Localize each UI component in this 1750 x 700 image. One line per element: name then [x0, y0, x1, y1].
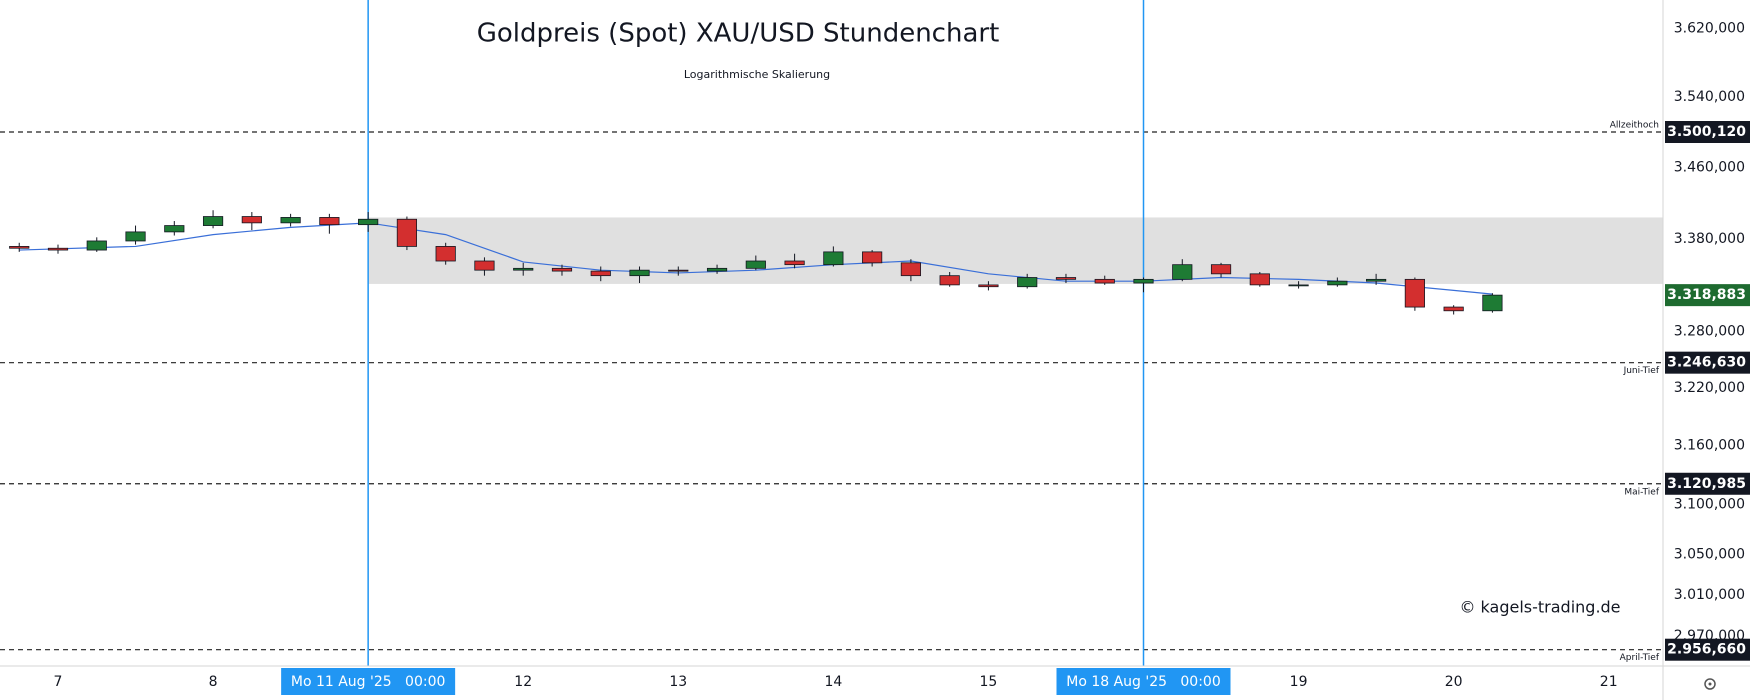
candle-body	[125, 231, 146, 242]
candle-body	[319, 217, 340, 226]
candle-body	[668, 269, 689, 272]
chart-title: Goldpreis (Spot) XAU/USD Stundenchart	[477, 19, 1000, 49]
candle-body	[202, 216, 224, 226]
y-tick-label: 3.380,000	[1674, 231, 1745, 247]
level-label-box	[1665, 638, 1750, 661]
candle-body	[396, 218, 418, 247]
candle-body	[745, 260, 766, 269]
level-label-box	[1665, 472, 1750, 495]
candle-body	[706, 267, 728, 272]
y-tick-label: 3.220,000	[1674, 380, 1745, 396]
x-tick-label: 21	[1600, 674, 1618, 690]
candle-body	[1133, 278, 1154, 284]
candle-body	[862, 251, 883, 264]
x-tick-label: 19	[1290, 674, 1308, 690]
candle-body	[1017, 277, 1038, 288]
axes: 3.620,0003.540,0003.460,0003.380,0003.32…	[54, 21, 1750, 695]
y-tick-label: 3.160,000	[1674, 438, 1745, 454]
level-name: Allzeithoch	[1610, 121, 1659, 131]
candle-body	[86, 240, 107, 251]
y-tick-label: 3.010,000	[1674, 587, 1745, 603]
candle-body	[1443, 306, 1464, 312]
x-tick-label: 13	[669, 674, 687, 690]
range-band	[368, 217, 1663, 284]
candle-body	[9, 246, 30, 249]
x-tick-label: Mo 11 Aug '25 00:00	[291, 674, 446, 690]
x-tick-label: 15	[980, 674, 998, 690]
candle-body	[1210, 264, 1232, 275]
candle-body	[1249, 273, 1270, 286]
candle-body	[1288, 284, 1309, 287]
candle-body	[784, 260, 805, 266]
x-tick-highlight	[281, 668, 456, 695]
last-price-label: 3.318,883	[1667, 287, 1746, 303]
candle-body	[1055, 277, 1077, 280]
candle-body	[978, 284, 999, 288]
candle-body	[590, 270, 611, 277]
y-tick-label: 3.280,000	[1674, 323, 1745, 339]
y-tick-label: 3.100,000	[1674, 496, 1745, 512]
chart-subtitle: Logarithmische Skalierung	[684, 68, 830, 81]
x-tick-label: 20	[1445, 674, 1463, 690]
last-price-box	[1665, 284, 1750, 307]
watermark: © kagels-trading.de	[1459, 598, 1620, 617]
x-tick-highlight	[1056, 668, 1231, 695]
candle-body	[513, 267, 534, 271]
y-tick-label: 3.460,000	[1674, 159, 1745, 175]
candle-body	[358, 218, 379, 226]
candle-body	[474, 260, 495, 271]
candle-body	[823, 251, 844, 266]
candle-body	[435, 246, 456, 262]
candle-body	[939, 275, 960, 286]
plot-area: Allzeithoch Juni-Tief Mai-Tief April-Tief	[0, 0, 1663, 666]
candle-body	[241, 216, 262, 224]
x-tick-label: 14	[824, 674, 842, 690]
level-label: 2.956,660	[1667, 642, 1746, 658]
settings-icon-dot	[1708, 682, 1712, 686]
y-tick-label: 3.540,000	[1674, 89, 1745, 105]
candle-body	[551, 267, 573, 272]
level-label-box	[1665, 121, 1750, 144]
candle-body	[1172, 264, 1193, 280]
x-tick-label: 12	[514, 674, 532, 690]
candle-body	[47, 247, 69, 251]
candle-body	[900, 262, 921, 277]
candle-body	[164, 225, 185, 233]
settings-icon[interactable]	[1704, 678, 1716, 690]
level-name: Mai-Tief	[1624, 487, 1659, 497]
level-name: April-Tief	[1620, 653, 1660, 663]
y-tick-label: 3.620,000	[1674, 21, 1745, 37]
candle-body	[1482, 294, 1503, 312]
level-name: Juni-Tief	[1623, 366, 1660, 376]
candle-body	[280, 217, 301, 224]
x-tick-label: 7	[54, 674, 63, 690]
x-tick-label: 8	[209, 674, 218, 690]
level-label: 3.120,985	[1667, 476, 1746, 492]
candle-body	[1404, 278, 1425, 308]
candle-body	[1327, 280, 1348, 286]
candle-body	[1366, 278, 1387, 282]
candle-body	[1094, 278, 1115, 284]
level-label: 3.500,120	[1667, 124, 1746, 140]
y-tick-label: 3.050,000	[1674, 546, 1745, 562]
x-tick-label: Mo 18 Aug '25 00:00	[1066, 674, 1221, 690]
level-label: 3.246,630	[1667, 355, 1746, 371]
candle-body	[629, 269, 650, 277]
level-label-box	[1665, 351, 1750, 374]
